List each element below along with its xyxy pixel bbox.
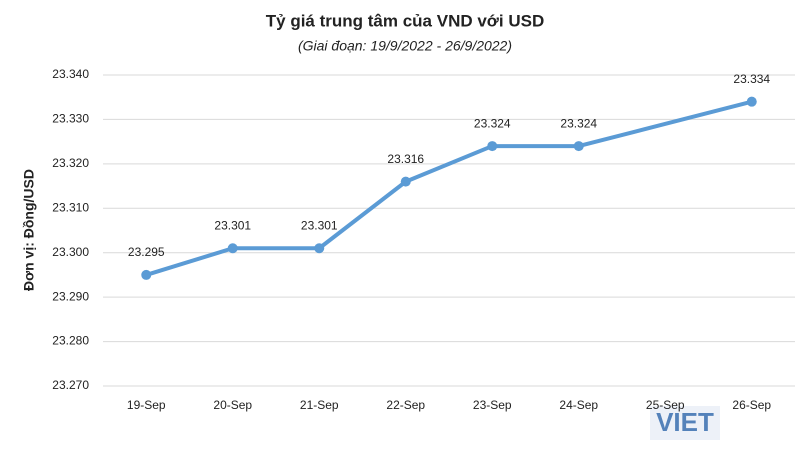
y-tick-label: 23.280 — [52, 334, 89, 348]
data-label: 23.301 — [214, 218, 251, 232]
chart-subtitle: (Giai đoạn: 19/9/2022 - 26/9/2022) — [298, 38, 512, 54]
chart-title: Tỷ giá trung tâm của VND với USD — [266, 11, 544, 30]
line-segment — [317, 179, 408, 251]
x-tick-label: 25-Sep — [646, 398, 685, 412]
line-marker — [487, 141, 498, 152]
data-label: 23.316 — [387, 152, 424, 166]
data-label: 23.324 — [474, 116, 511, 130]
y-tick-label: 23.310 — [52, 200, 89, 214]
x-tick-label: 19-Sep — [127, 398, 166, 412]
watermark: VIET — [656, 407, 714, 437]
y-axis-label: Đơn vị: Đồng/USD — [21, 169, 37, 291]
line-segment — [576, 99, 754, 149]
y-tick-label: 23.340 — [52, 67, 89, 81]
data-label: 23.324 — [560, 116, 597, 130]
x-tick-label: 22-Sep — [386, 398, 425, 412]
x-tick-label: 24-Sep — [559, 398, 598, 412]
watermark-box — [650, 406, 720, 440]
x-tick-label: 21-Sep — [300, 398, 339, 412]
y-tick-label: 23.270 — [52, 378, 89, 392]
line-marker — [573, 141, 584, 152]
line-marker — [400, 176, 411, 187]
line-marker — [227, 243, 238, 254]
line-segment — [144, 246, 235, 277]
x-tick-label: 26-Sep — [732, 398, 771, 412]
data-label: 23.301 — [301, 218, 338, 232]
data-label: 23.334 — [733, 72, 770, 86]
line-segment — [403, 144, 495, 184]
x-tick-label: 20-Sep — [213, 398, 252, 412]
data-label: 23.295 — [128, 245, 165, 259]
x-tick-label: 23-Sep — [473, 398, 512, 412]
line-marker — [141, 269, 152, 280]
y-tick-label: 23.300 — [52, 245, 89, 259]
y-tick-label: 23.330 — [52, 112, 89, 126]
line-marker — [314, 243, 325, 254]
line-marker — [746, 96, 757, 107]
y-tick-label: 23.290 — [52, 289, 89, 303]
y-tick-label: 23.320 — [52, 156, 89, 170]
